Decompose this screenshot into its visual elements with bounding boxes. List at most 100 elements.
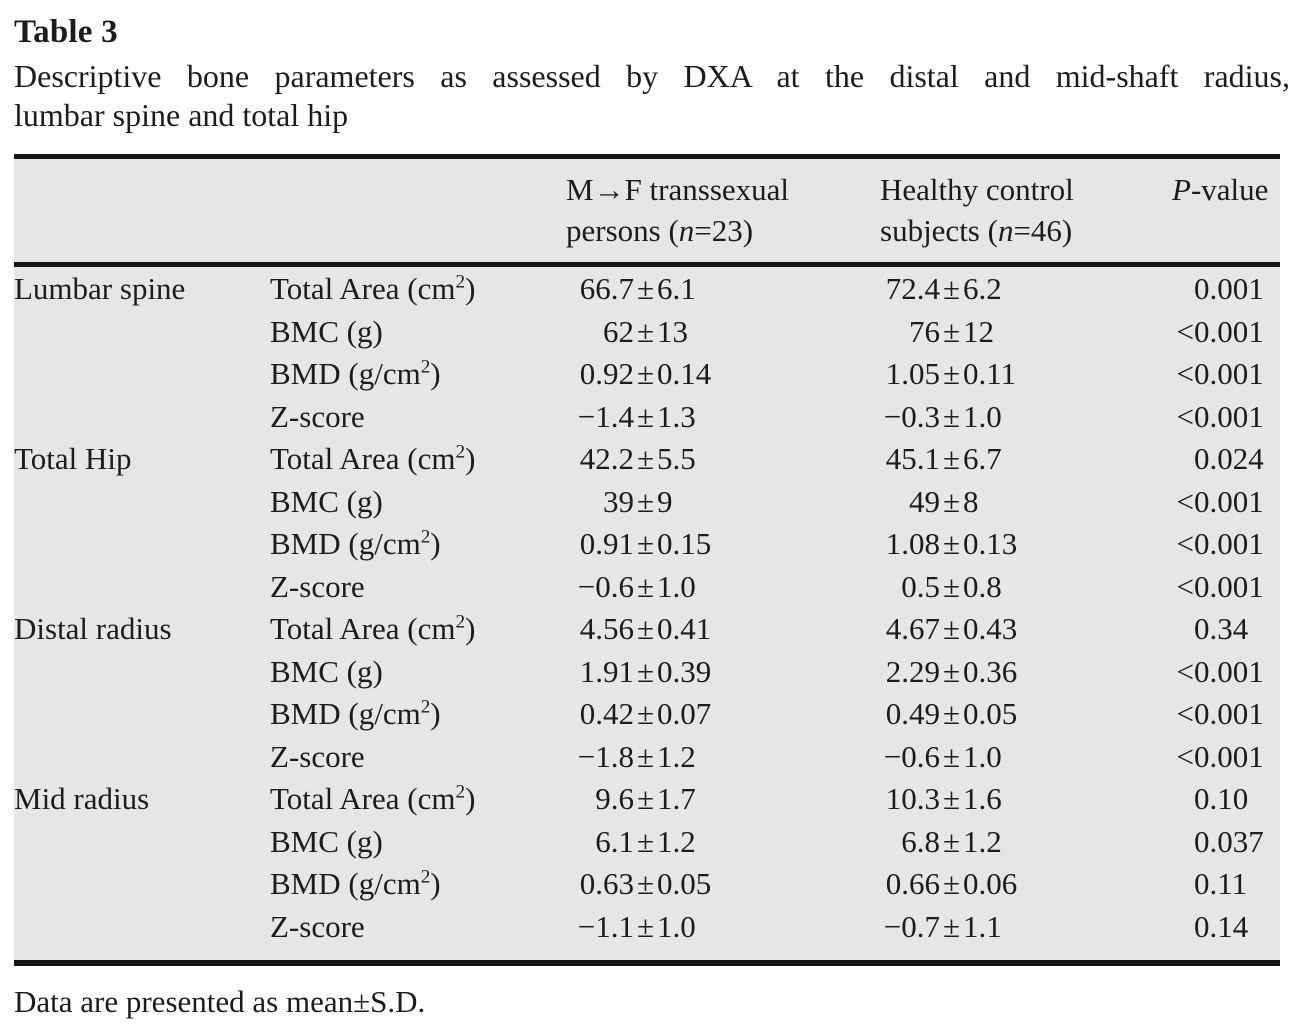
mean-value: 62 [603, 313, 634, 349]
plus-minus-sign: ± [637, 356, 655, 391]
control-value-cell: 49±8 [880, 481, 1172, 524]
plus-minus-sign: ± [637, 653, 655, 689]
sd-value: 0.8 [963, 568, 1002, 604]
sd-value: 0.14 [657, 356, 712, 391]
region-cell [14, 693, 270, 736]
mean-value: −0.7 [883, 908, 940, 944]
pvalue: 0.14 [1194, 908, 1249, 944]
transsexual-value-cell: 0.92±0.14 [566, 353, 880, 396]
mean-value: 10.3 [885, 781, 940, 816]
region-cell [14, 481, 270, 524]
sd-value: 0.41 [657, 611, 712, 646]
pvalue-cell: <0.001 [1172, 566, 1280, 609]
p-symbol: P [1172, 172, 1191, 207]
control-value-cell: 72.4±6.2 [880, 268, 1172, 311]
plus-minus-sign: ± [943, 271, 961, 306]
mean-value: 39 [603, 483, 634, 519]
mean-value: 0.42 [579, 696, 634, 731]
less-than-sign: < [1176, 483, 1194, 519]
table-row: BMC (g) 39±9 49±8 <0.001 [14, 481, 1280, 524]
pvalue: 0.001 [1194, 653, 1264, 689]
sd-value: 0.43 [963, 611, 1018, 646]
parameter-cell: BMC (g) [270, 313, 383, 349]
table-row: BMD (g/cm2) 0.92±0.14 1.05±0.11 <0.001 [14, 353, 1280, 396]
mean-value: 66.7 [579, 271, 634, 306]
region-cell [14, 821, 270, 864]
pvalue: 0.001 [1194, 356, 1264, 391]
plus-minus-sign: ± [637, 271, 655, 306]
sd-value: 8 [963, 483, 979, 519]
less-than-sign: < [1176, 653, 1194, 689]
transsexual-value-cell: 4.56±0.41 [566, 608, 880, 651]
column-header-region-spacer [14, 169, 270, 251]
transsexual-value-cell: 1.91±0.39 [566, 651, 880, 694]
transsexual-value-cell: −1.8±1.2 [566, 736, 880, 779]
sd-value: 1.0 [963, 398, 1002, 434]
region-cell: Mid radius [14, 781, 150, 816]
table-caption-line2: lumbar spine and total hip [14, 97, 349, 133]
mean-value: −0.6 [577, 568, 634, 604]
mean-value: 6.1 [595, 823, 634, 859]
transsexual-value-cell: 0.42±0.07 [566, 693, 880, 736]
mean-value: 42.2 [579, 441, 634, 476]
control-value-cell: −0.6±1.0 [880, 736, 1172, 779]
plus-minus-sign: ± [637, 568, 655, 604]
pvalue-cell: 0.024 [1172, 438, 1280, 481]
control-value-cell: 1.05±0.11 [880, 353, 1172, 396]
pvalue-cell: 0.14 [1172, 906, 1280, 949]
control-value-cell: 45.1±6.7 [880, 438, 1172, 481]
sd-value: 5.5 [657, 441, 696, 476]
superscript: 2 [455, 611, 466, 633]
plus-minus-sign: ± [637, 738, 655, 774]
table-row: BMD (g/cm2) 0.42±0.07 0.49±0.05 <0.001 [14, 693, 1280, 736]
sd-value: 0.15 [657, 526, 712, 561]
sd-value: 0.13 [963, 526, 1018, 561]
mean-value: 4.56 [579, 611, 634, 646]
sd-value: 6.2 [963, 271, 1002, 306]
n-symbol: n [997, 213, 1014, 248]
parameter-cell: BMD (g/cm2) [270, 356, 441, 391]
table-title: Table 3 [14, 14, 118, 50]
plus-minus-sign: ± [943, 653, 961, 689]
pvalue-cell: <0.001 [1172, 396, 1280, 439]
parameter-cell: BMC (g) [270, 483, 383, 519]
control-value-cell: 76±12 [880, 311, 1172, 354]
parameter-cell: Total Area (cm2) [270, 611, 476, 646]
less-than-sign: < [1176, 313, 1194, 349]
mean-value: 0.92 [579, 356, 634, 391]
parameter-cell: Z-score [270, 738, 365, 774]
sd-value: 0.06 [963, 866, 1018, 901]
sd-value: 0.05 [657, 866, 712, 901]
region-cell [14, 353, 270, 396]
sd-value: 1.1 [963, 908, 1002, 944]
plus-minus-sign: ± [943, 823, 961, 859]
plus-minus-sign: ± [943, 611, 961, 646]
pvalue: 0.001 [1194, 696, 1264, 731]
sd-value: 0.11 [963, 356, 1017, 391]
mean-value: 0.66 [885, 866, 940, 901]
sd-value: 1.0 [657, 568, 696, 604]
transsexual-value-cell: 42.2±5.5 [566, 438, 880, 481]
parameter-cell: BMD (g/cm2) [270, 696, 441, 731]
table-caption-line1: Descriptive bone parameters as assessed … [14, 58, 1290, 94]
mean-value: −1.1 [577, 908, 634, 944]
sd-value: 6.7 [963, 441, 1002, 476]
superscript: 2 [420, 526, 431, 548]
pvalue-cell: <0.001 [1172, 481, 1280, 524]
table-row: Lumbar spine Total Area (cm2) 66.7±6.1 7… [14, 268, 1280, 311]
pvalue: 0.001 [1194, 483, 1264, 519]
plus-minus-sign: ± [943, 356, 961, 391]
sd-value: 1.2 [657, 823, 696, 859]
table-row: BMC (g) 62±13 76±12 <0.001 [14, 311, 1280, 354]
plus-minus-sign: ± [943, 908, 961, 944]
pvalue: 0.001 [1194, 398, 1264, 434]
superscript: 2 [420, 356, 431, 378]
plus-minus-sign: ± [637, 526, 655, 561]
mean-value: 45.1 [885, 441, 940, 476]
mean-value: −0.3 [883, 398, 940, 434]
plus-minus-sign: ± [637, 611, 655, 646]
region-cell [14, 736, 270, 779]
plus-minus-sign: ± [943, 526, 961, 561]
plus-minus-sign: ± [943, 398, 961, 434]
parameter-cell: BMD (g/cm2) [270, 526, 441, 561]
